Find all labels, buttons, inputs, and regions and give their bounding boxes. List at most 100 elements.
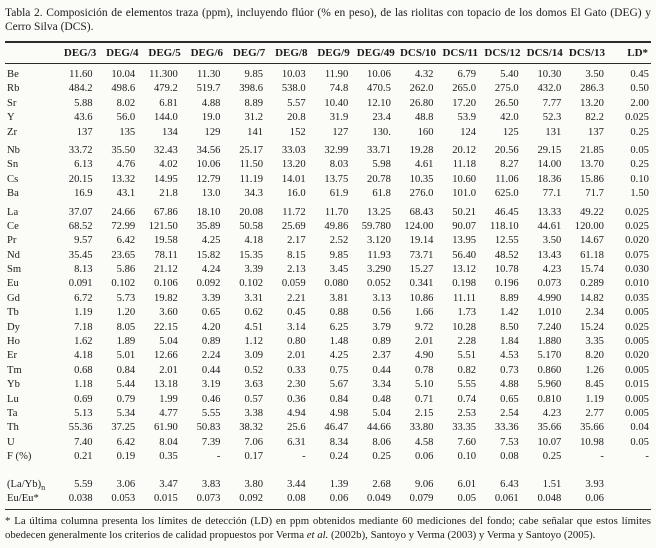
cell-value: 26.80 xyxy=(409,97,434,109)
cell-value: 121.50 xyxy=(148,220,178,232)
cell-value: 3.35 xyxy=(585,336,604,348)
cell-value: 0.75 xyxy=(329,364,349,376)
cell-value: 0.73 xyxy=(500,364,519,376)
cell-value: 2.13 xyxy=(287,264,306,276)
cell-value: 7.77 xyxy=(542,97,562,109)
column-header: DEG/9 xyxy=(317,47,350,59)
table-row: Ta 5.13 5.34 4.77 5.55 3.38 4.94 4.98 5.04 2.15 2.… xyxy=(5,407,651,421)
cell-value: 0.65 xyxy=(201,307,221,319)
cell-value: - xyxy=(216,451,221,463)
cell-value: 4.51 xyxy=(244,321,264,333)
cell-value: 0.049 xyxy=(367,492,391,504)
cell-value: 5.960 xyxy=(537,379,562,391)
cell-value: 0.78 xyxy=(414,364,434,376)
row-label: Y xyxy=(7,112,15,124)
footnote-italic: et al. xyxy=(306,528,329,541)
cell-value: 33.80 xyxy=(409,422,434,434)
cell-value: 1.99 xyxy=(159,393,178,405)
cell-value: 23.4 xyxy=(372,112,391,124)
cell-value: 20.15 xyxy=(68,173,93,185)
cell-value: 118.10 xyxy=(489,220,519,232)
cell-value: 8.27 xyxy=(500,159,519,171)
cell-value: 0.048 xyxy=(537,492,562,504)
row-label: Eu/Eu* xyxy=(7,492,39,504)
cell-value: 6.42 xyxy=(116,436,136,448)
cell-value: 124 xyxy=(460,126,477,138)
cell-value: 35.66 xyxy=(580,422,604,434)
cell-value: 3.39 xyxy=(244,264,264,276)
row-label: Pr xyxy=(7,235,17,247)
cell-value: 61.90 xyxy=(153,422,178,434)
cell-value: 44.66 xyxy=(367,422,391,434)
cell-value: 11.06 xyxy=(495,173,519,185)
cell-value: 1.42 xyxy=(500,307,519,319)
cell-value: 0.84 xyxy=(329,393,349,405)
cell-value: 5.67 xyxy=(329,379,349,391)
cell-value: 9.85 xyxy=(244,69,264,80)
cell-value: 20.12 xyxy=(452,144,477,156)
cell-value: 4.23 xyxy=(542,264,562,276)
cell-value: 13.75 xyxy=(324,173,349,185)
cell-value: 134 xyxy=(161,126,178,138)
footnote-text-2: (2002b), Santoyo y Verma (2003) y Verma … xyxy=(328,528,596,541)
cell-value: 2.00 xyxy=(630,97,649,109)
cell-value: 0.08 xyxy=(500,451,519,463)
cell-value: 0.092 xyxy=(239,492,264,504)
cell-value: 0.005 xyxy=(625,364,649,376)
cell-value: 4.76 xyxy=(116,159,136,171)
cell-value: 3.93 xyxy=(585,478,604,490)
cell-value: 3.44 xyxy=(287,478,306,490)
cell-value: 0.89 xyxy=(201,336,221,348)
cell-value: 12.55 xyxy=(494,235,519,247)
cell-value: 286.3 xyxy=(580,83,604,95)
column-header: DEG/3 xyxy=(63,47,97,59)
cell-value: 0.010 xyxy=(625,278,649,290)
cell-value: 0.82 xyxy=(457,364,477,376)
cell-value: 1.12 xyxy=(244,336,264,348)
cell-value: 3.79 xyxy=(372,321,391,333)
cell-value: 1.39 xyxy=(329,478,349,490)
cell-value: 0.080 xyxy=(324,278,349,290)
row-label: Lu xyxy=(7,393,19,405)
cell-value: 120.00 xyxy=(574,220,604,232)
cell-value: 3.19 xyxy=(201,379,221,391)
cell-value: 4.94 xyxy=(287,407,306,419)
cell-value: 13.20 xyxy=(281,159,306,171)
cell-value: 4.18 xyxy=(74,350,93,362)
cell-value: 0.06 xyxy=(329,492,349,504)
cell-value: 2.30 xyxy=(287,379,306,391)
cell-value: 0.80 xyxy=(287,336,306,348)
cell-value: 7.240 xyxy=(537,321,562,333)
cell-value: 0.62 xyxy=(244,307,264,319)
cell-value: 4.61 xyxy=(414,159,434,171)
cell-value: 1.48 xyxy=(329,336,349,348)
cell-value: 3.50 xyxy=(585,69,604,80)
cell-value: 6.13 xyxy=(74,159,93,171)
cell-value: 0.860 xyxy=(537,364,562,376)
cell-value: 37.07 xyxy=(68,206,93,218)
cell-value: 21.12 xyxy=(153,264,178,276)
table-row: Eu 0.091 0.102 0.106 0.092 0.102 0.059 0.080 0.0… xyxy=(5,277,651,291)
cell-value: 0.030 xyxy=(625,264,649,276)
cell-value: 33.03 xyxy=(281,144,306,156)
cell-value: 44.61 xyxy=(537,220,562,232)
cell-value: 6.81 xyxy=(159,97,178,109)
cell-value: 5.55 xyxy=(457,379,477,391)
cell-value: 0.25 xyxy=(372,451,391,463)
cell-value: 17.20 xyxy=(452,97,477,109)
row-label: Sn xyxy=(7,159,19,171)
table-row: Pr 9.57 6.42 19.58 4.25 4.18 2.17 2.52 3.120 19.1… xyxy=(5,234,651,248)
cell-value: 4.53 xyxy=(500,350,519,362)
row-label: Ba xyxy=(7,188,19,200)
row-label: Er xyxy=(7,350,17,362)
cell-value: 7.40 xyxy=(74,436,93,448)
cell-value: 4.98 xyxy=(329,407,349,419)
cell-value: 0.36 xyxy=(287,393,306,405)
cell-value: 4.25 xyxy=(329,350,349,362)
cell-value: 0.10 xyxy=(457,451,477,463)
cell-value: 4.18 xyxy=(244,235,264,247)
cell-value: 0.052 xyxy=(367,278,391,290)
cell-value: 15.74 xyxy=(580,264,604,276)
cell-value: 0.25 xyxy=(630,126,649,138)
cell-value: 0.005 xyxy=(625,393,649,405)
